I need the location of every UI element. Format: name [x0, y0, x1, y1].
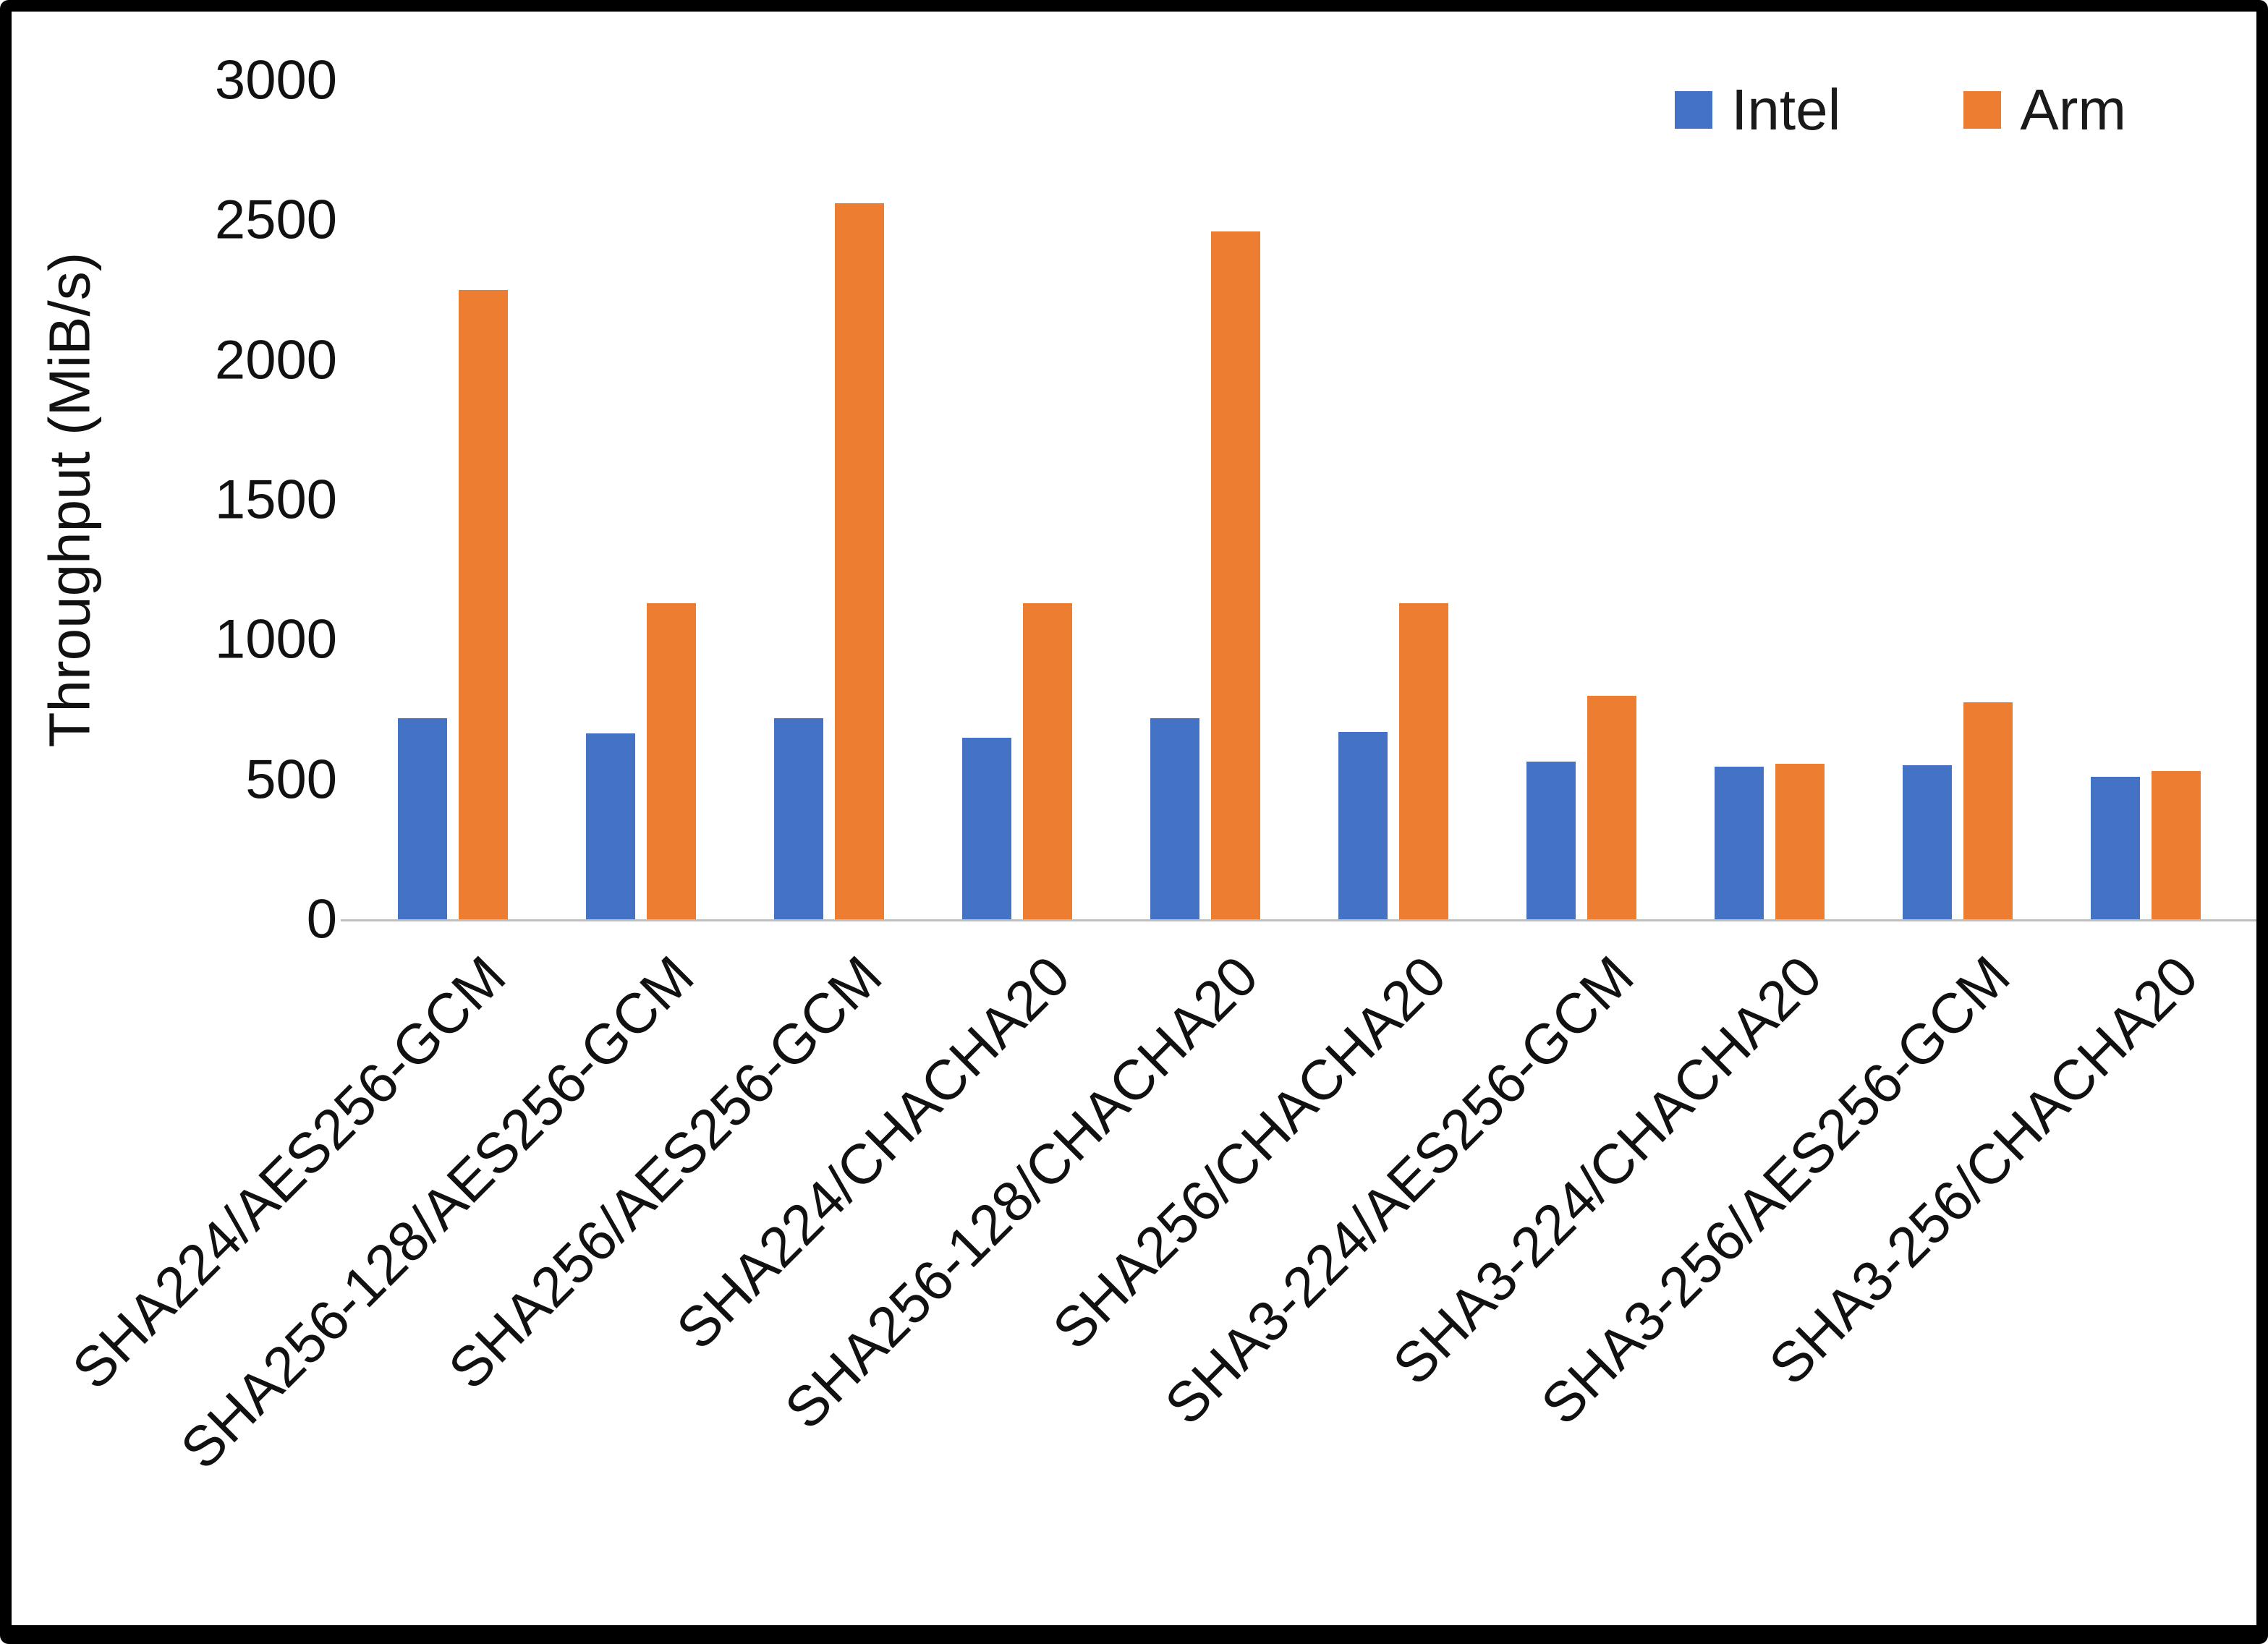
y-tick-label: 2000 — [214, 329, 337, 391]
bar-group — [735, 80, 923, 919]
legend-item-intel: Intel — [1675, 77, 1840, 143]
bar-group — [1864, 80, 2052, 919]
bar-intel — [962, 737, 1011, 919]
bar-intel — [398, 717, 447, 919]
bar-arm — [835, 203, 884, 919]
bar-group — [1675, 80, 1864, 919]
legend-label: Arm — [2020, 77, 2126, 142]
bar-intel — [1338, 731, 1388, 919]
bar-arm — [459, 290, 508, 919]
bar-group — [923, 80, 1111, 919]
bar-group — [1487, 80, 1675, 919]
x-axis-line — [341, 919, 2256, 921]
bar-group — [359, 80, 547, 919]
bar-arm — [1963, 702, 2013, 919]
legend: Intel Arm — [1675, 77, 2126, 143]
y-tick-label: 0 — [306, 888, 337, 950]
bar-arm — [1587, 695, 1636, 919]
legend-swatch-icon — [1675, 91, 1713, 129]
bar-intel — [1150, 717, 1199, 919]
y-tick-label: 500 — [245, 749, 337, 811]
legend-item-arm: Arm — [1963, 77, 2126, 143]
bar-intel — [2091, 776, 2140, 919]
y-axis-title: Throughput (MiB/s) — [26, 80, 113, 919]
bar-intel — [1715, 767, 1764, 919]
y-tick-label: 3000 — [214, 49, 337, 111]
y-tick-label: 1000 — [214, 608, 337, 670]
legend-swatch-icon — [1963, 91, 2002, 129]
x-axis-labels: SHA224/AES256-GCM SHA256-128/AES256-GCM SH… — [60, 924, 2240, 1611]
bar-group — [2052, 80, 2240, 919]
bar-arm — [1211, 231, 1260, 919]
bar-arm — [1775, 764, 1825, 919]
y-axis-title-text: Throughput (MiB/s) — [37, 252, 101, 748]
bars-container — [359, 80, 2240, 919]
bar-intel — [774, 717, 823, 919]
bar-arm — [1399, 603, 1448, 919]
bar-intel — [1526, 761, 1576, 919]
bar-intel — [1903, 765, 1952, 919]
y-tick-label: 1500 — [214, 469, 337, 531]
bar-group — [1111, 80, 1299, 919]
y-tick-label: 2500 — [214, 189, 337, 251]
bar-intel — [586, 733, 635, 919]
y-axis-ticks: 0 500 1000 1500 2000 2500 3000 — [113, 50, 344, 950]
bar-arm — [2152, 771, 2201, 919]
bar-group — [547, 80, 735, 919]
bar-arm — [647, 603, 696, 919]
bar-arm — [1023, 603, 1072, 919]
bar-group — [1299, 80, 1487, 919]
legend-label: Intel — [1731, 77, 1841, 142]
